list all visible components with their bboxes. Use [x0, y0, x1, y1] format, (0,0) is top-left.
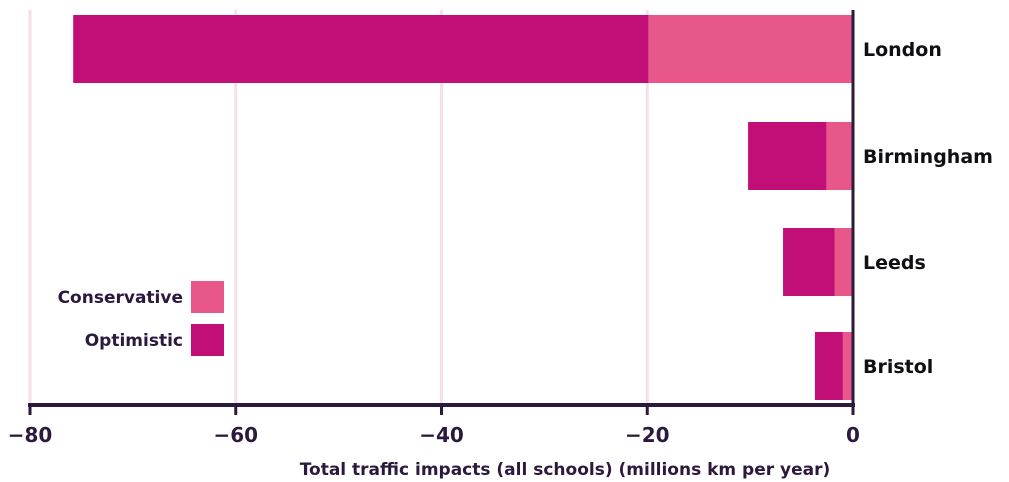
legend-swatch-conservative — [191, 281, 224, 313]
legend-label-conservative: Conservative — [58, 288, 183, 308]
bar-conservative-london — [648, 15, 853, 83]
legend: Conservative Optimistic — [58, 281, 224, 356]
bar-conservative-leeds — [834, 228, 853, 296]
category-label: Bristol — [863, 356, 933, 378]
category-label: Birmingham — [863, 146, 993, 168]
category-label: Leeds — [863, 252, 926, 274]
legend-swatch-optimistic — [191, 324, 224, 356]
category-labels: London Birmingham Leeds Bristol — [863, 39, 993, 378]
x-tick-label: 0 — [846, 423, 860, 447]
bars — [73, 15, 853, 400]
category-label: London — [863, 39, 942, 61]
x-tick-label: −60 — [213, 423, 258, 447]
x-axis-title: Total traffic impacts (all schools) (mil… — [300, 460, 831, 480]
legend-label-optimistic: Optimistic — [85, 331, 183, 351]
tick-labels: −80 −60 −40 −20 0 — [8, 405, 860, 447]
x-tick-label: −20 — [625, 423, 670, 447]
bar-conservative-birmingham — [826, 122, 853, 190]
x-tick-label: −80 — [8, 423, 53, 447]
x-tick-label: −40 — [419, 423, 464, 447]
bar-conservative-bristol — [842, 332, 853, 400]
